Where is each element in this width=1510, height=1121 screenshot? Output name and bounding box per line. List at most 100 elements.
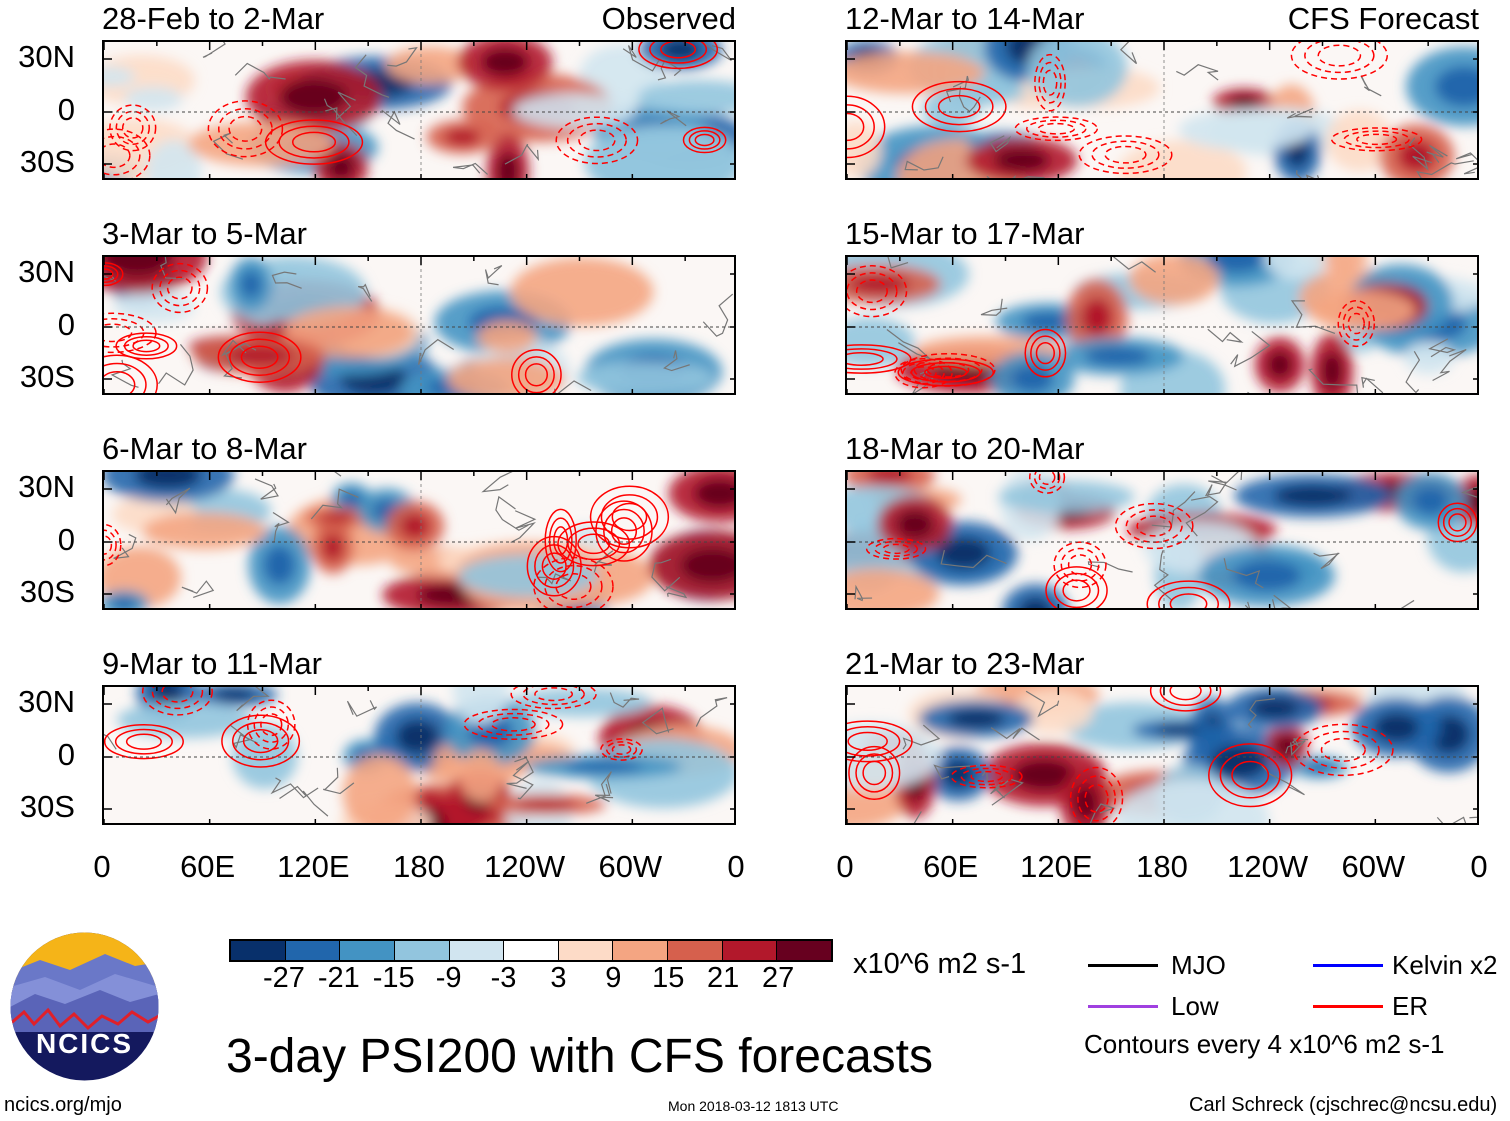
- er-contour: [217, 331, 302, 383]
- map-panel: [845, 40, 1479, 180]
- map-panel: [102, 255, 736, 395]
- coastline: [1432, 348, 1467, 382]
- anomaly-core: [1021, 312, 1075, 331]
- y-tick-label: 0: [57, 522, 75, 557]
- positive-anomaly-blob: [188, 121, 335, 166]
- anomaly-core: [936, 537, 991, 570]
- anomaly-core: [1155, 724, 1202, 736]
- er-contour: [649, 42, 708, 64]
- er-contour: [161, 687, 194, 703]
- negative-anomaly-blob: [1404, 341, 1454, 375]
- anomaly-core: [942, 760, 975, 788]
- anomaly-core: [1012, 759, 1076, 791]
- colorbar-tick-label: -27: [262, 962, 305, 994]
- map-plot: [847, 687, 1477, 823]
- er-contour: [1448, 513, 1467, 532]
- y-tick-label: 0: [57, 92, 75, 127]
- y-tick-label: 30N: [18, 469, 75, 504]
- coastline: [986, 175, 1045, 178]
- positive-anomaly-blob: [142, 512, 267, 550]
- anomaly-core: [1019, 597, 1052, 608]
- anomaly-core: [111, 597, 137, 608]
- coastline: [887, 257, 909, 269]
- er-contour: [688, 130, 721, 150]
- positive-anomaly-blob: [1308, 290, 1416, 331]
- er-contour: [1159, 687, 1212, 706]
- legend-line-kelvin: [1313, 964, 1383, 967]
- coastline: [453, 162, 488, 175]
- coastline: [886, 329, 931, 360]
- legend-line-mjo: [1088, 964, 1158, 967]
- er-contour: [638, 42, 719, 70]
- map-panel: [102, 40, 736, 180]
- timestamp: Mon 2018-03-12 1813 UTC: [668, 1098, 839, 1114]
- anomaly-core: [680, 547, 734, 583]
- er-contour: [847, 720, 913, 763]
- er-contour: [125, 733, 162, 750]
- coastline: [1461, 486, 1477, 498]
- er-contour: [894, 358, 953, 389]
- column-header: Observed: [601, 1, 736, 36]
- er-contour: [600, 738, 643, 761]
- er-contour: [610, 517, 638, 546]
- coastline: [1153, 550, 1173, 601]
- er-contour: [151, 262, 209, 314]
- site-link[interactable]: ncics.org/mjo: [4, 1094, 122, 1116]
- er-contour: [1208, 743, 1293, 808]
- er-contour: [104, 354, 158, 393]
- coastline: [234, 62, 286, 80]
- coastline: [323, 98, 358, 137]
- coastline: [1230, 330, 1271, 368]
- coastline: [1112, 257, 1156, 273]
- positive-anomaly-blob: [1326, 110, 1394, 172]
- x-tick-label: 120E: [1020, 849, 1093, 884]
- er-contour: [1304, 42, 1375, 74]
- er-contour: [253, 706, 290, 743]
- er-contour: [611, 502, 648, 532]
- coastline: [236, 687, 270, 712]
- coastline: [160, 257, 184, 280]
- er-contour: [1306, 730, 1380, 769]
- map-panel: [845, 255, 1479, 395]
- positive-anomaly-blob: [510, 257, 654, 327]
- er-contour: [1437, 502, 1477, 543]
- colorbar-tick-label: 27: [761, 962, 795, 994]
- anomaly-core: [322, 533, 344, 561]
- er-contour: [517, 356, 555, 393]
- er-contour: [246, 699, 296, 750]
- coastline: [181, 580, 215, 598]
- coastline: [700, 42, 732, 62]
- er-contour: [589, 485, 670, 549]
- er-contour: [1146, 580, 1231, 608]
- er-contour: [123, 335, 169, 356]
- coastline: [657, 59, 682, 81]
- coastline: [1308, 368, 1359, 393]
- anomaly-core: [1207, 257, 1265, 273]
- er-contour: [1060, 547, 1100, 582]
- anomaly-core: [279, 78, 348, 115]
- er-contour: [1045, 566, 1108, 608]
- er-contour: [491, 717, 536, 732]
- colorbar: [229, 939, 833, 962]
- x-tick-label: 120E: [277, 849, 350, 884]
- colorbar-swatch: [394, 941, 450, 960]
- coastline: [702, 293, 734, 337]
- colorbar-tick-label: -9: [435, 962, 462, 994]
- map-plot: [847, 42, 1477, 178]
- colorbar-tick-label: 21: [707, 962, 740, 994]
- er-contour: [1030, 335, 1061, 371]
- anomaly-core: [497, 152, 519, 178]
- coastline: [230, 725, 258, 749]
- er-contour: [1231, 760, 1270, 790]
- coastline: [1416, 160, 1474, 178]
- coastline: [158, 343, 194, 386]
- map-plot: [104, 257, 734, 393]
- colorbar-swatch: [340, 941, 395, 960]
- er-contour: [104, 362, 147, 393]
- er-contour: [115, 332, 178, 360]
- coastline: [310, 488, 359, 520]
- anomaly-core: [1085, 346, 1151, 366]
- y-tick-label: 30S: [19, 789, 75, 824]
- er-contour: [950, 764, 1023, 789]
- positive-anomaly-blob: [459, 749, 502, 803]
